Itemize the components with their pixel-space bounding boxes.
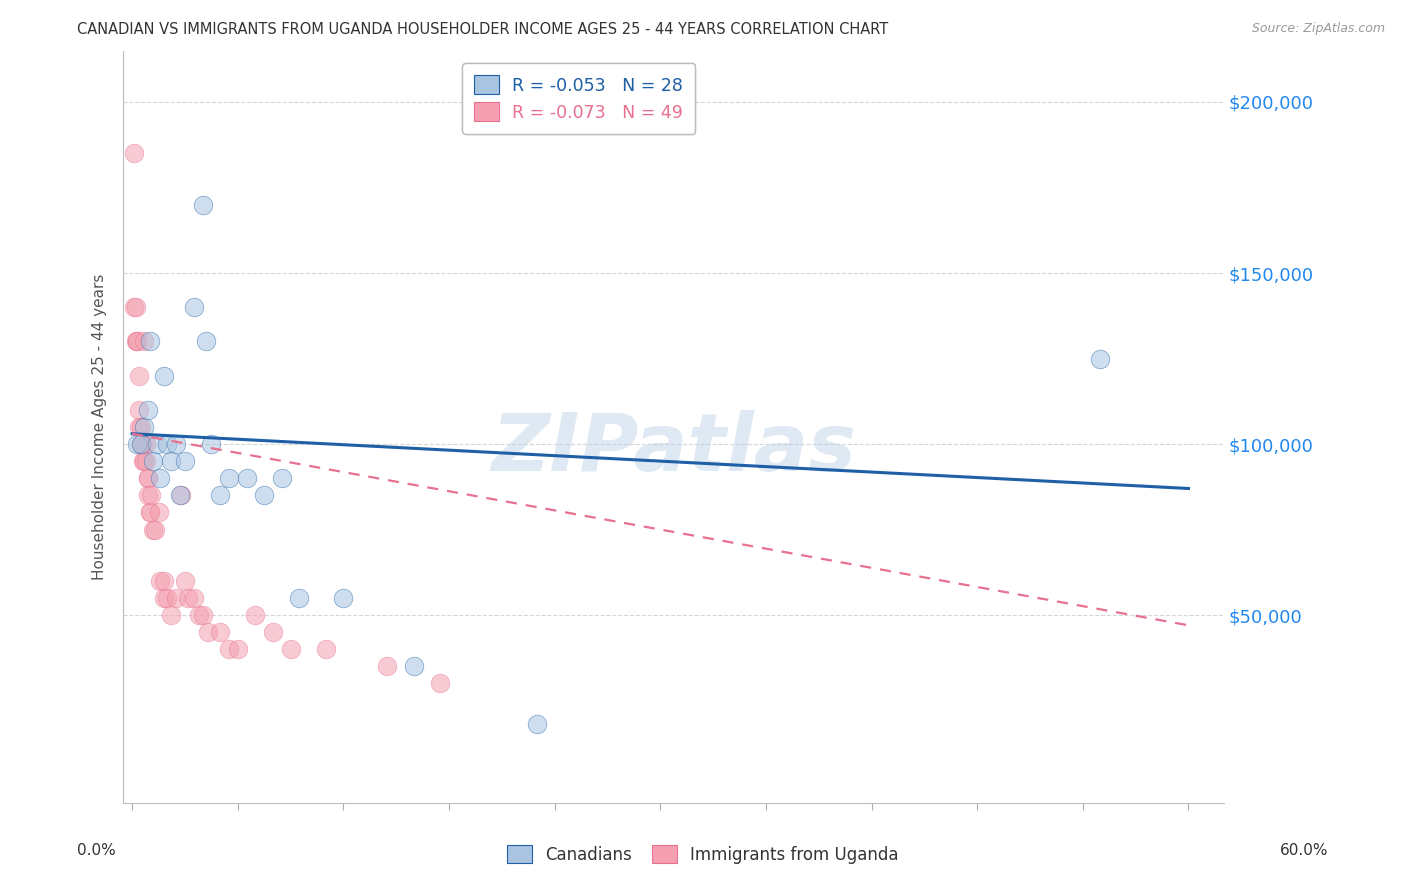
Point	[183, 591, 205, 605]
Point	[136, 488, 159, 502]
Point	[253, 488, 276, 502]
Text: ZIPatlas: ZIPatlas	[491, 410, 856, 489]
Point	[129, 420, 152, 434]
Point	[136, 471, 159, 485]
Point	[122, 300, 145, 314]
Point	[332, 591, 354, 605]
Point	[138, 505, 160, 519]
Point	[136, 471, 159, 485]
Point	[174, 574, 197, 588]
Point	[124, 334, 146, 349]
Point	[128, 402, 150, 417]
Point	[135, 437, 157, 451]
Point	[200, 437, 222, 451]
Point	[127, 334, 149, 349]
Point	[226, 642, 249, 657]
Point	[188, 608, 211, 623]
Point	[138, 334, 160, 349]
Text: 0.0%: 0.0%	[77, 843, 117, 858]
Point	[128, 420, 150, 434]
Point	[177, 591, 200, 605]
Point	[127, 437, 149, 451]
Point	[160, 608, 183, 623]
Point	[245, 608, 267, 623]
Point	[131, 437, 153, 451]
Point	[197, 625, 219, 640]
Legend: R = -0.053   N = 28, R = -0.073   N = 49: R = -0.053 N = 28, R = -0.073 N = 49	[463, 63, 696, 134]
Point	[134, 420, 156, 434]
Point	[165, 591, 187, 605]
Point	[262, 625, 284, 640]
Point	[165, 437, 187, 451]
Point	[149, 471, 172, 485]
Point	[288, 591, 311, 605]
Point	[143, 523, 166, 537]
Point	[183, 300, 205, 314]
Point	[129, 437, 152, 451]
Point	[122, 146, 145, 161]
Point	[174, 454, 197, 468]
Point	[135, 454, 157, 468]
Point	[127, 334, 149, 349]
Point	[148, 505, 170, 519]
Point	[124, 300, 146, 314]
Point	[128, 368, 150, 383]
Point	[152, 591, 174, 605]
Point	[170, 488, 193, 502]
Point	[136, 402, 159, 417]
Point	[429, 676, 451, 690]
Point	[270, 471, 292, 485]
Point	[149, 574, 172, 588]
Point	[134, 334, 156, 349]
Point	[526, 717, 548, 731]
Text: Source: ZipAtlas.com: Source: ZipAtlas.com	[1251, 22, 1385, 36]
Text: CANADIAN VS IMMIGRANTS FROM UGANDA HOUSEHOLDER INCOME AGES 25 - 44 YEARS CORRELA: CANADIAN VS IMMIGRANTS FROM UGANDA HOUSE…	[77, 22, 889, 37]
Point	[1090, 351, 1112, 366]
Point	[129, 437, 152, 451]
Point	[156, 591, 179, 605]
Text: 60.0%: 60.0%	[1281, 843, 1329, 858]
Point	[209, 488, 232, 502]
Point	[134, 454, 156, 468]
Point	[141, 488, 163, 502]
Point	[152, 368, 174, 383]
Point	[377, 659, 399, 673]
Point	[160, 454, 183, 468]
Point	[218, 471, 240, 485]
Point	[142, 454, 165, 468]
Point	[138, 505, 160, 519]
Point	[145, 437, 167, 451]
Legend: Canadians, Immigrants from Uganda: Canadians, Immigrants from Uganda	[501, 838, 905, 871]
Point	[315, 642, 337, 657]
Point	[156, 437, 179, 451]
Point	[129, 437, 152, 451]
Point	[142, 523, 165, 537]
Point	[169, 488, 191, 502]
Point	[402, 659, 425, 673]
Point	[218, 642, 240, 657]
Point	[131, 454, 153, 468]
Point	[280, 642, 302, 657]
Point	[195, 334, 218, 349]
Point	[152, 574, 174, 588]
Point	[235, 471, 257, 485]
Point	[191, 197, 214, 211]
Point	[191, 608, 214, 623]
Point	[209, 625, 232, 640]
Y-axis label: Householder Income Ages 25 - 44 years: Householder Income Ages 25 - 44 years	[93, 274, 107, 580]
